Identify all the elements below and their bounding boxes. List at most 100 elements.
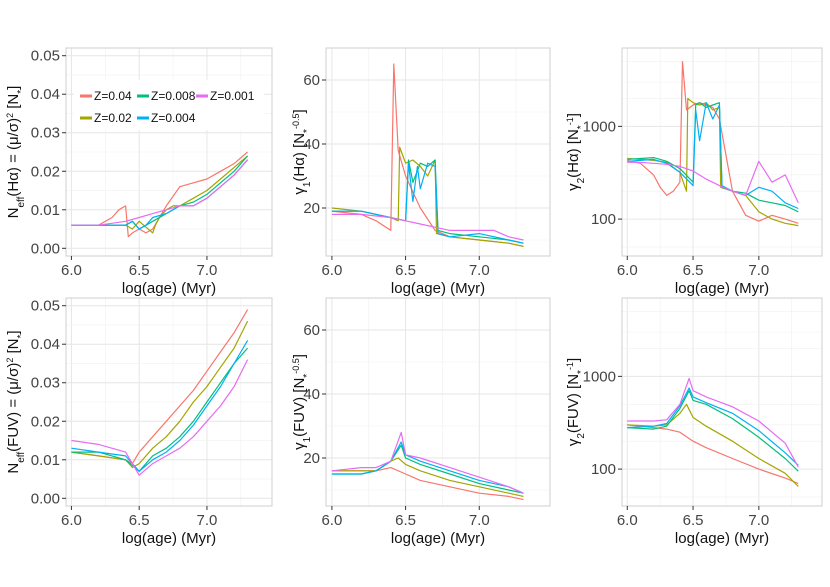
x-tick-label: 7.0 — [748, 512, 769, 529]
legend-label: Z=0.04 — [94, 89, 132, 103]
x-axis-label: log(age) (Myr) — [675, 280, 769, 297]
plot-frame — [65, 47, 273, 257]
x-tick-label: 7.0 — [469, 512, 490, 529]
x-tick-label: 6.5 — [129, 262, 150, 279]
y-axis-label: γ1(Hα) [N*-0.5] — [291, 109, 313, 194]
y-tick-label: 0.01 — [31, 452, 60, 469]
y-tick-label: 0.05 — [31, 298, 60, 315]
legend: Z=0.04 Z=0.008 Z=0.001 Z=0.02 Z=0.004 — [74, 80, 264, 130]
x-axis-label: log(age) (Myr) — [675, 530, 769, 547]
series-line-Z-0-004 — [71, 340, 249, 472]
x-tick-label: 6.5 — [395, 262, 416, 279]
y-tick-label: 0.04 — [31, 336, 60, 353]
x-tick-label: 6.0 — [61, 512, 82, 529]
legend-entry: Z=0.004 — [137, 111, 196, 125]
x-tick-label: 6.0 — [617, 262, 638, 279]
y-tick-label: 40 — [303, 386, 320, 403]
y-tick-label: 0.02 — [31, 413, 60, 430]
x-tick-label: 6.0 — [321, 512, 342, 529]
y-axis-label: Neff(FUV) = (μ/σ)2 [N*] — [5, 330, 27, 473]
x-tick-label: 6.5 — [395, 512, 416, 529]
y-axis-label: γ2(Hα) [N*-1] — [565, 113, 587, 191]
plot-frame — [621, 47, 823, 257]
series-line-Z-0-008 — [627, 102, 799, 213]
x-axis-label: log(age) (Myr) — [391, 280, 485, 297]
x-axis-label: log(age) (Myr) — [122, 280, 216, 297]
plot-frame — [621, 297, 823, 507]
y-tick-label: 0.04 — [31, 86, 60, 103]
y-axis-label: Neff(Hα) = (μ/σ)2 [N*] — [5, 86, 27, 219]
series-line-Z-0-008 — [71, 155, 249, 230]
series-line-Z-0-04 — [71, 151, 248, 238]
legend-label: Z=0.001 — [210, 89, 255, 103]
legend-entry: Z=0.001 — [196, 89, 255, 103]
y-tick-label: 60 — [303, 72, 320, 89]
legend-label: Z=0.02 — [94, 111, 132, 125]
legend-entry: Z=0.02 — [80, 111, 132, 125]
x-axis-label: log(age) (Myr) — [391, 530, 485, 547]
series-line-Z-0-02 — [331, 146, 524, 247]
y-axis-label: γ1(FUV) [N*-0.5] — [291, 354, 313, 450]
y-tick-label: 20 — [303, 450, 320, 467]
y-tick-label: 0.02 — [31, 163, 60, 180]
y-tick-label: 0.03 — [31, 375, 60, 392]
x-tick-label: 6.0 — [617, 512, 638, 529]
series-line-Z-0-04 — [627, 61, 799, 224]
series-line-Z-0-001 — [627, 377, 799, 468]
x-tick-label: 6.5 — [683, 262, 704, 279]
series-line-Z-0-02 — [331, 457, 524, 497]
series-line-Z-0-001 — [331, 431, 524, 494]
y-tick-label: 60 — [303, 322, 320, 339]
series-line-Z-0-02 — [627, 403, 799, 487]
gridlines — [326, 297, 550, 506]
y-tick-label: 0.05 — [31, 48, 60, 65]
x-tick-label: 6.5 — [683, 512, 704, 529]
series-line-Z-0-001 — [71, 159, 249, 226]
panel-bottom-middle: 6.0 6.5 7.0 20 40 60 log(age) (Myr) γ1(FUV) [N*… — [291, 297, 551, 547]
x-tick-label: 7.0 — [748, 262, 769, 279]
legend-label: Z=0.008 — [151, 89, 196, 103]
legend-box — [74, 80, 264, 130]
series-line-Z-0-008 — [71, 347, 249, 472]
x-tick-label: 6.0 — [61, 262, 82, 279]
series-line-Z-0-02 — [71, 320, 249, 469]
plot-frame — [325, 297, 551, 507]
series-line-Z-0-001 — [71, 359, 249, 476]
series-line-Z-0-008 — [331, 444, 524, 494]
x-tick-label: 7.0 — [197, 512, 218, 529]
series-line-Z-0-004 — [627, 102, 799, 210]
series-line-Z-0-004 — [627, 387, 799, 466]
panel-top-middle: 6.0 6.5 7.0 20 40 60 log(age) (Myr) γ1(Hα) [N*-… — [291, 47, 551, 297]
panel-bottom-right: 6.0 6.5 7.0 100 1000 log(age) (Myr) γ2(FUV) [N… — [565, 297, 823, 547]
x-tick-label: 6.0 — [321, 262, 342, 279]
legend-entry: Z=0.04 — [80, 89, 132, 103]
y-tick-label: 0.00 — [31, 490, 60, 507]
x-tick-label: 7.0 — [469, 262, 490, 279]
series-line-Z-0-001 — [331, 213, 524, 241]
x-tick-label: 6.5 — [129, 512, 150, 529]
gridlines — [66, 298, 272, 506]
y-tick-label: 0.01 — [31, 202, 60, 219]
gridlines — [622, 298, 822, 506]
y-tick-label: 1000 — [583, 118, 616, 135]
y-axis-label: γ2(FUV) [N*-1] — [565, 358, 587, 446]
series-line-Z-0-001 — [627, 160, 799, 204]
series-line-Z-0-04 — [331, 63, 524, 247]
y-tick-label: 20 — [303, 200, 320, 217]
x-axis-label: log(age) (Myr) — [122, 530, 216, 547]
legend-entry: Z=0.008 — [137, 89, 196, 103]
y-tick-label: 1000 — [583, 368, 616, 385]
series-line-Z-0-04 — [627, 424, 799, 485]
y-tick-label: 0.00 — [31, 240, 60, 257]
y-tick-label: 0.03 — [31, 125, 60, 142]
y-tick-label: 100 — [591, 461, 616, 478]
series-line-Z-0-008 — [627, 390, 799, 472]
y-tick-label: 40 — [303, 136, 320, 153]
x-tick-label: 7.0 — [197, 262, 218, 279]
plot-frame — [325, 47, 551, 257]
panel-top-left: 6.0 6.5 7.0 0.00 0.01 0.02 0.03 0.04 0.05 log(age… — [5, 47, 273, 297]
legend-label: Z=0.004 — [151, 111, 196, 125]
series-line-Z-0-02 — [71, 155, 248, 234]
y-tick-label: 100 — [591, 211, 616, 228]
